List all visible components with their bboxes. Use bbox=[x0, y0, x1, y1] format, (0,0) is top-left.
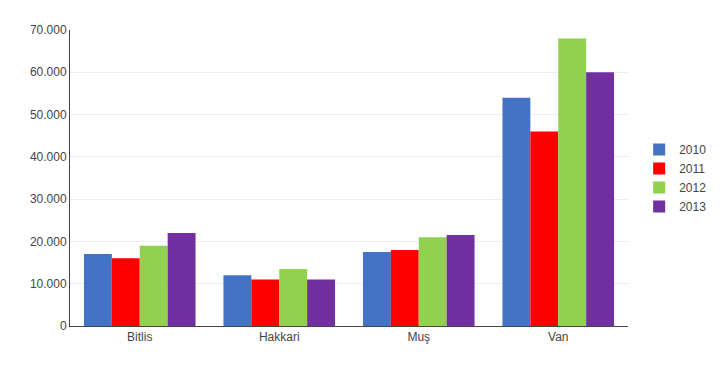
svg-text:Hakkari: Hakkari bbox=[259, 330, 300, 344]
svg-text:0: 0 bbox=[60, 319, 67, 333]
svg-text:40.000: 40.000 bbox=[30, 150, 67, 164]
svg-text:2010: 2010 bbox=[679, 143, 706, 157]
svg-text:Van: Van bbox=[548, 330, 568, 344]
svg-text:20.000: 20.000 bbox=[30, 235, 67, 249]
svg-text:Bitlis: Bitlis bbox=[127, 330, 152, 344]
svg-text:2012: 2012 bbox=[679, 181, 706, 195]
svg-text:70.000: 70.000 bbox=[30, 23, 67, 37]
svg-text:2013: 2013 bbox=[679, 200, 706, 214]
svg-text:60.000: 60.000 bbox=[30, 65, 67, 79]
svg-text:10.000: 10.000 bbox=[30, 277, 67, 291]
svg-text:30.000: 30.000 bbox=[30, 192, 67, 206]
svg-text:2011: 2011 bbox=[679, 162, 705, 176]
svg-text:50.000: 50.000 bbox=[30, 108, 67, 122]
svg-text:Muş: Muş bbox=[407, 330, 430, 344]
